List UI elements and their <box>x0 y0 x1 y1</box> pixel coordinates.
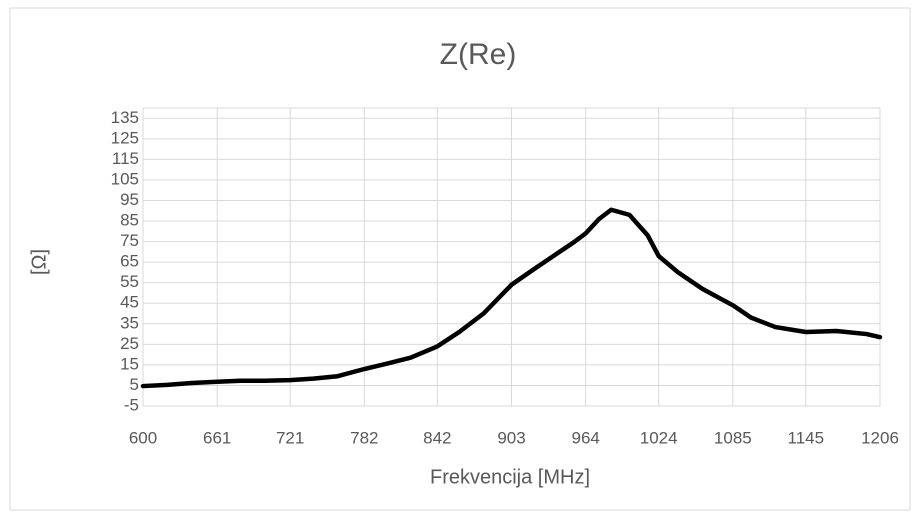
y-tick-label: 55 <box>120 272 139 291</box>
y-axis-label: [Ω] <box>28 249 50 275</box>
y-tick-label: 105 <box>111 169 139 188</box>
y-tick-label: 5 <box>130 375 139 394</box>
data-line <box>140 207 883 389</box>
x-tick-label: 903 <box>497 428 525 447</box>
x-tick-label: 661 <box>203 428 231 447</box>
x-tick-label: 1206 <box>861 428 899 447</box>
y-tick-label: 35 <box>120 313 139 332</box>
y-tick-label: 75 <box>120 231 139 250</box>
x-tick-label: 964 <box>571 428 599 447</box>
y-tick-label: -5 <box>124 395 139 414</box>
y-tick-label: 95 <box>120 190 139 209</box>
y-tick-label: 65 <box>120 252 139 271</box>
x-tick-label: 600 <box>129 428 157 447</box>
y-tick-label: 115 <box>112 149 139 168</box>
x-tick-label: 782 <box>350 428 378 447</box>
y-tick-label: 25 <box>120 334 139 353</box>
y-tick-label: 125 <box>111 128 139 147</box>
x-axis-label: Frekvencija [MHz] <box>430 466 590 488</box>
chart-title: Z(Re) <box>440 38 517 71</box>
x-tick-label: 1085 <box>714 428 752 447</box>
y-tick-label: 135 <box>111 108 139 127</box>
y-tick-label: 15 <box>120 354 139 373</box>
x-tick-label: 721 <box>276 428 304 447</box>
chart-border <box>9 7 911 511</box>
y-tick-label: 45 <box>120 293 139 312</box>
x-tick-label: 1024 <box>640 428 678 447</box>
y-tick-label: 85 <box>120 211 139 230</box>
x-tick-label: 1145 <box>788 428 825 447</box>
x-tick-label: 842 <box>423 428 451 447</box>
